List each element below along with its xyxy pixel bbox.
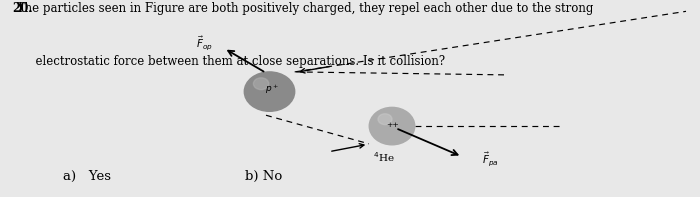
Text: 20.: 20.: [13, 2, 33, 15]
Ellipse shape: [244, 72, 295, 111]
Ellipse shape: [378, 114, 392, 125]
Text: $\vec{F}_{op}$: $\vec{F}_{op}$: [196, 34, 213, 52]
Text: $\vec{F}_{pa}$: $\vec{F}_{pa}$: [482, 150, 498, 167]
Text: a)   Yes: a) Yes: [63, 170, 111, 183]
Text: The particles seen in Figure are both positively charged, they repel each other : The particles seen in Figure are both po…: [13, 2, 593, 15]
Text: b) No: b) No: [245, 170, 282, 183]
Text: ++: ++: [386, 121, 399, 129]
Text: $^4$He: $^4$He: [373, 150, 394, 164]
Ellipse shape: [370, 107, 414, 145]
Text: $p^+$: $p^+$: [265, 83, 279, 97]
Ellipse shape: [253, 78, 269, 90]
Text: electrostatic force between them at close separations. Is it collision?: electrostatic force between them at clos…: [13, 55, 444, 68]
